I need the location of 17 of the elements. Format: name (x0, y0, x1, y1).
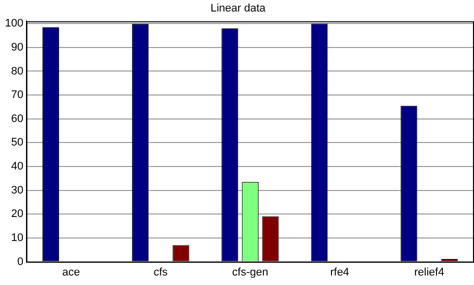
y-tick-label: 100 (4, 18, 24, 30)
y-tick-label: 30 (11, 184, 24, 196)
y-tick-label: 70 (11, 89, 24, 102)
x-tick-label: cfs-gen (232, 266, 268, 278)
y-tick-label: 60 (11, 112, 24, 125)
y-tick-label: 10 (11, 232, 24, 244)
y-tick-label: 80 (11, 65, 24, 78)
x-tick-label: relief4 (414, 266, 444, 278)
y-tick-label: 90 (11, 41, 24, 54)
y-tick-label: 0 (17, 256, 24, 268)
y-tick-label: 50 (11, 136, 24, 149)
x-tick-label: rfe4 (330, 266, 350, 278)
x-tick-label: ace (62, 266, 80, 278)
y-tick-label: 40 (11, 160, 24, 173)
x-tick-label: cfs (154, 266, 168, 278)
y-tick-label: 20 (11, 208, 24, 220)
chart-title: Linear data (210, 2, 266, 15)
